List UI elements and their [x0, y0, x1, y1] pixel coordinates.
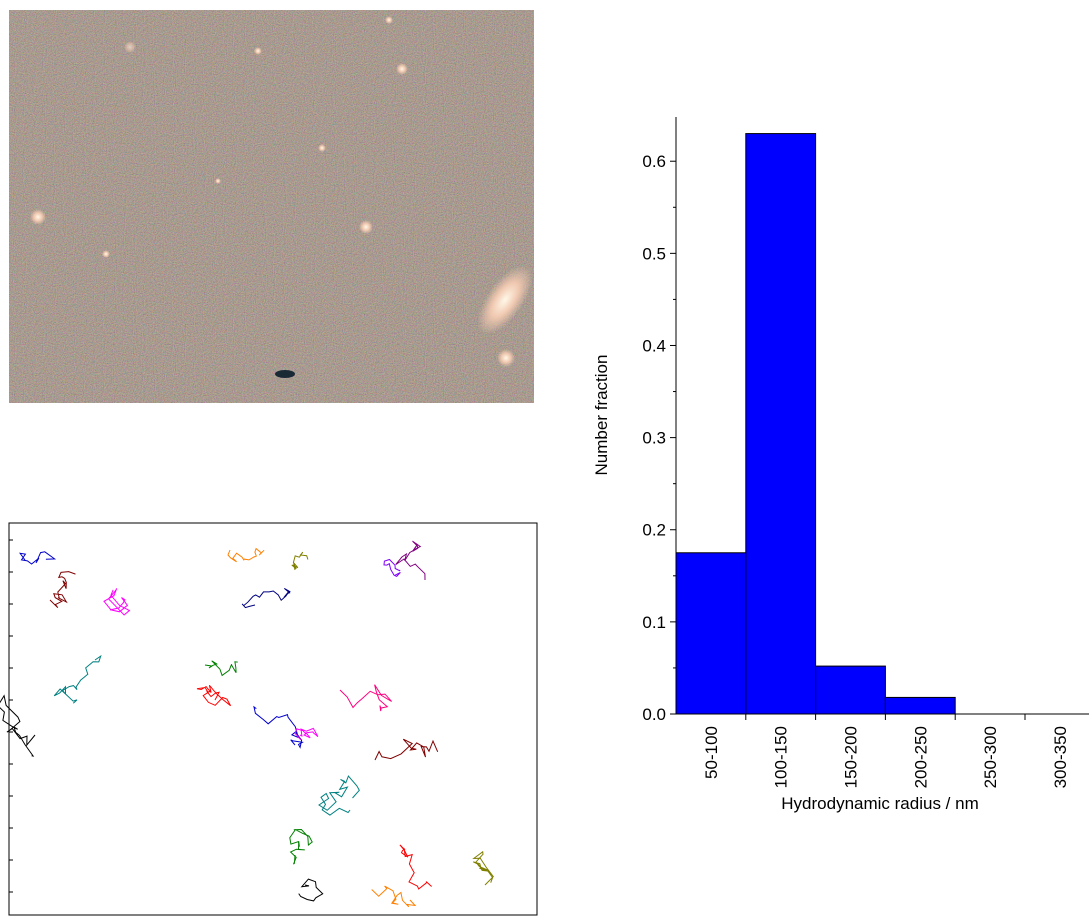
x-axis-label: Hydrodynamic radius / nm: [781, 794, 978, 813]
particle: [359, 220, 373, 234]
x-tick-label: 150-200: [842, 726, 861, 788]
y-axis-label: Number fraction: [592, 355, 611, 476]
x-tick-label: 300-350: [1051, 726, 1070, 788]
trajectory-frame: [9, 523, 537, 915]
y-tick-label: 0.0: [642, 705, 666, 724]
y-tick-label: 0.1: [642, 613, 666, 632]
particle: [215, 178, 221, 184]
dark-spot: [275, 370, 295, 378]
y-tick-label: 0.4: [642, 336, 666, 355]
particle: [318, 144, 326, 152]
particle: [102, 250, 110, 258]
particle: [396, 63, 408, 75]
bar: [676, 553, 746, 714]
x-tick-label: 250-300: [981, 726, 1000, 788]
image-background: [9, 10, 534, 403]
bar: [885, 697, 955, 714]
y-tick-label: 0.3: [642, 429, 666, 448]
figure: Number fraction Hydrodynamic radius / nm…: [0, 0, 1089, 919]
particle: [124, 41, 136, 53]
particle: [385, 16, 393, 24]
y-tick-label: 0.2: [642, 521, 666, 540]
particle: [30, 209, 46, 225]
particle: [254, 47, 262, 55]
trajectory-plot: [0, 523, 537, 915]
x-tick-label: 50-100: [702, 726, 721, 779]
microscope-image: [9, 10, 543, 403]
x-tick-label: 100-150: [772, 726, 791, 788]
x-tick-label: 200-250: [911, 726, 930, 788]
particle: [497, 349, 515, 367]
page: {"chart_data": {"type": "bar", "xlabel":…: [0, 0, 1089, 924]
bar: [746, 134, 816, 714]
bar: [816, 666, 886, 714]
histogram: Number fraction Hydrodynamic radius / nm…: [592, 117, 1089, 813]
y-tick-label: 0.5: [642, 244, 666, 263]
y-tick-label: 0.6: [642, 152, 666, 171]
